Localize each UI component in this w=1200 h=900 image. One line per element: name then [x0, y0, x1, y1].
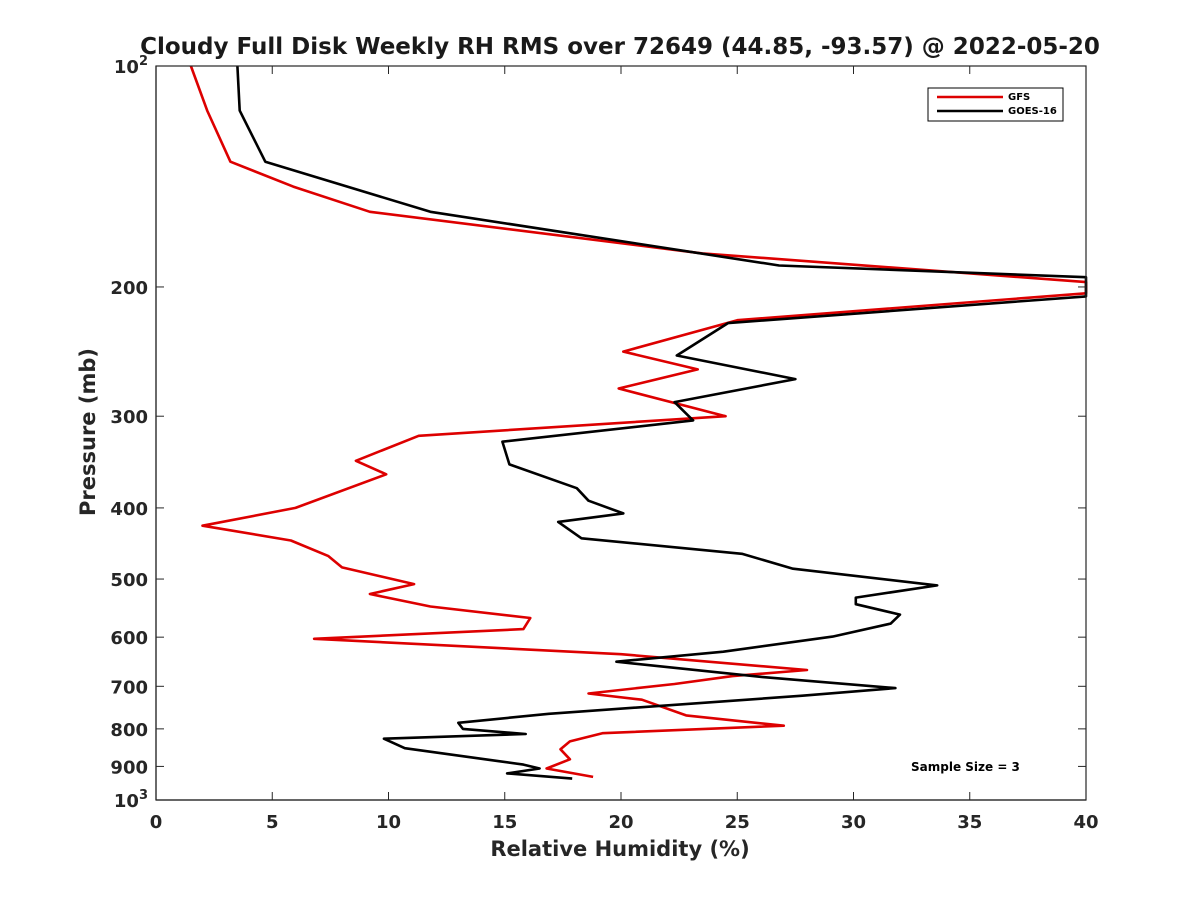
y-axis-label: Pressure (mb)	[76, 348, 100, 516]
x-tick-label-35: 35	[957, 812, 982, 833]
x-tick-label-10: 10	[376, 812, 401, 833]
x-tick-label-30: 30	[841, 812, 866, 833]
series-layer	[189, 65, 1088, 780]
y-tick-label-500: 500	[110, 570, 148, 591]
x-axis-label: Relative Humidity (%)	[490, 837, 749, 861]
y-tick-label-200: 200	[110, 278, 148, 299]
sample-size-annotation: Sample Size = 3	[911, 760, 1020, 774]
legend-box	[927, 87, 1064, 122]
x-tick-label-5: 5	[266, 812, 279, 833]
x-tick-label-40: 40	[1073, 812, 1098, 833]
y-tick-label-100: 102	[114, 54, 148, 78]
chart-title: Cloudy Full Disk Weekly RH RMS over 7264…	[140, 34, 1100, 60]
x-tick-label-0: 0	[150, 812, 163, 833]
x-tick-label-15: 15	[492, 812, 517, 833]
legend: GFS GOES-16	[927, 87, 1064, 122]
y-tick-label-800: 800	[110, 720, 148, 741]
y-tick-label-300: 300	[110, 407, 148, 428]
legend-label-gfs: GFS	[1008, 92, 1030, 103]
y-tick-label-700: 700	[110, 677, 148, 698]
y-tick-label-1000: 103	[114, 788, 148, 812]
tick-layer: 0 5 10 15 20 25 30 35 40 102 200 300 400 500 600 700 800…	[110, 54, 1098, 833]
x-tick-label-25: 25	[725, 812, 750, 833]
series-line-gfs	[189, 65, 1088, 779]
x-tick-label-20: 20	[608, 812, 633, 833]
y-tick-label-900: 900	[110, 757, 148, 778]
y-tick-label-600: 600	[110, 628, 148, 649]
y-tick-label-400: 400	[110, 499, 148, 520]
legend-label-goes16: GOES-16	[1008, 106, 1057, 117]
series-line-goes16	[236, 65, 1088, 780]
